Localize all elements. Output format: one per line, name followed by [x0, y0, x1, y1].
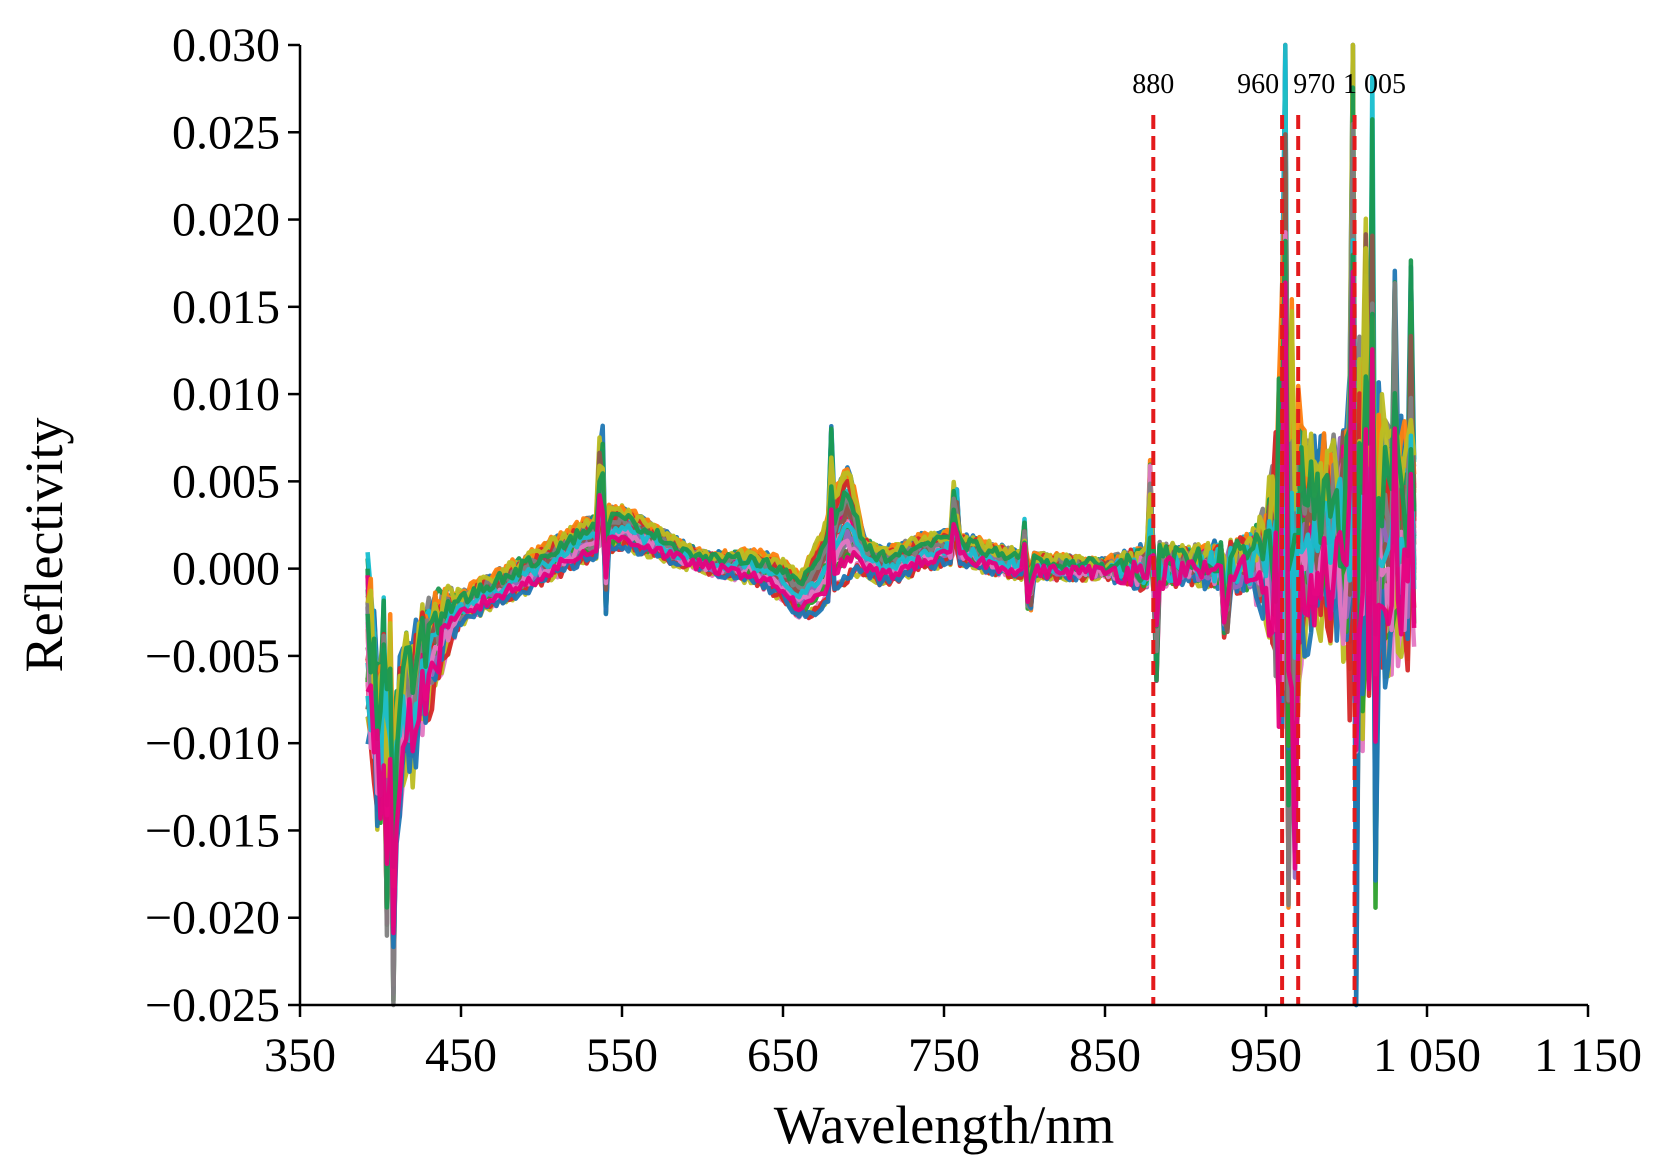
- y-tick-label: −0.025: [145, 979, 280, 1032]
- spectrum-series-line: [365, 132, 1417, 895]
- x-tick-label: 1 150: [1534, 1029, 1642, 1082]
- y-tick-label: 0.020: [172, 194, 280, 247]
- y-tick-label: −0.020: [145, 892, 280, 945]
- marker-label: 960: [1237, 69, 1279, 100]
- y-tick-label: 0.005: [172, 455, 280, 508]
- marker-label: 1 005: [1343, 69, 1406, 100]
- x-tick-label: 850: [1069, 1029, 1141, 1082]
- spectrum-series-line: [365, 88, 1417, 929]
- y-tick-label: 0.030: [172, 19, 280, 72]
- y-tick-label: 0.015: [172, 281, 280, 334]
- y-tick-label: 0.000: [172, 543, 280, 596]
- x-tick-label: 650: [747, 1029, 819, 1082]
- x-tick-label: 1 050: [1373, 1029, 1481, 1082]
- spectrum-series-line: [365, 238, 1417, 870]
- spectrum-series-line: [365, 409, 1417, 876]
- spectrum-series-line: [365, 171, 1417, 796]
- series-lines: [365, 42, 1417, 1008]
- x-tick-label: 550: [586, 1029, 658, 1082]
- spectrum-series-line: [365, 85, 1417, 911]
- x-ticks: 350 450 550 650 750 850 950 1 050 1 150: [264, 1005, 1642, 1082]
- marker-label: 970: [1293, 69, 1335, 100]
- y-tick-label: −0.015: [145, 804, 280, 857]
- x-tick-label: 750: [908, 1029, 980, 1082]
- spectrum-series-line: [365, 237, 1417, 798]
- x-axis-title: Wavelength/nm: [774, 1095, 1115, 1155]
- y-tick-label: 0.025: [172, 106, 280, 159]
- spectrum-series-line: [365, 206, 1417, 1008]
- spectrum-series-line: [365, 42, 1417, 863]
- marker-label: 880: [1132, 69, 1174, 100]
- y-axis-title: Reflectivity: [14, 418, 74, 673]
- y-tick-label: 0.010: [172, 368, 280, 421]
- spectrum-series-line: [365, 431, 1417, 829]
- y-tick-label: −0.010: [145, 717, 280, 770]
- spectrum-series-line: [365, 42, 1417, 855]
- y-ticks: −0.025 −0.020 −0.015 −0.010 −0.005 0.000 0.005…: [145, 19, 300, 1032]
- spectrum-series-line: [365, 269, 1417, 936]
- spectrum-series-line: [365, 42, 1417, 886]
- x-tick-label: 950: [1230, 1029, 1302, 1082]
- spectrum-series-line: [365, 224, 1417, 779]
- spectrum-series-line: [365, 220, 1417, 789]
- spectrum-series-line: [365, 42, 1417, 921]
- x-tick-label: 350: [264, 1029, 336, 1082]
- marker-lines: 880 960 970 1 005: [1132, 69, 1406, 1005]
- spectrum-series-line: [365, 354, 1417, 918]
- x-tick-label: 450: [425, 1029, 497, 1082]
- y-tick-label: −0.005: [145, 630, 280, 683]
